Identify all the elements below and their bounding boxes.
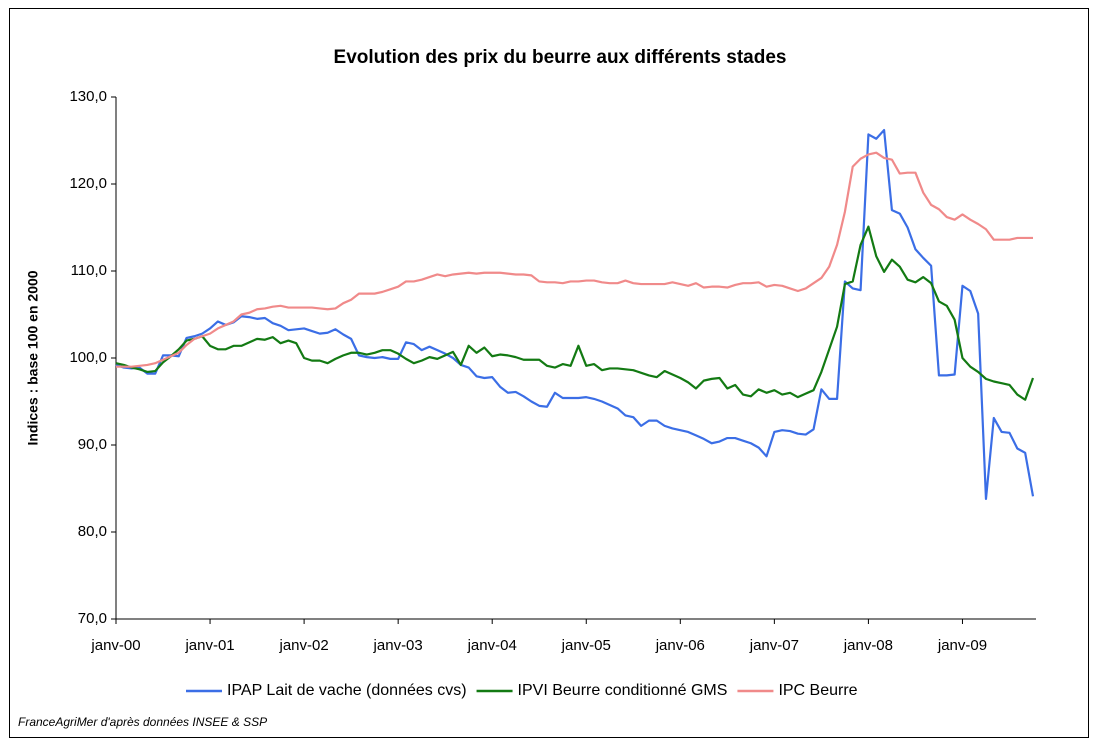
legend-label: IPVI Beurre conditionné GMS — [518, 682, 728, 699]
chart-title: Evolution des prix du beurre aux différe… — [334, 47, 787, 68]
y-tick-label: 120,0 — [69, 175, 107, 192]
series-line — [115, 128, 1035, 501]
y-tick-label: 80,0 — [78, 523, 107, 540]
y-tick-label: 90,0 — [78, 436, 107, 453]
legend-label: IPAP Lait de vache (données cvs) — [227, 682, 467, 699]
source-note: FranceAgriMer d'après données INSEE & SS… — [18, 715, 267, 729]
y-tick-label: 70,0 — [78, 610, 107, 627]
x-tick-label: janv-07 — [749, 637, 799, 654]
legend-label: IPC Beurre — [778, 682, 857, 699]
x-tick-label: janv-01 — [184, 637, 234, 654]
x-tick-label: janv-09 — [937, 637, 987, 654]
y-tick-label: 110,0 — [71, 262, 107, 279]
series-line — [116, 151, 1033, 368]
series-line — [115, 225, 1035, 401]
y-tick-label: 100,0 — [69, 349, 107, 366]
x-tick-label: janv-03 — [373, 637, 423, 654]
x-tick-label: janv-06 — [655, 637, 705, 654]
x-tick-label: janv-04 — [467, 637, 517, 654]
x-tick-label: janv-08 — [843, 637, 893, 654]
y-tick-label: 130,0 — [69, 88, 107, 105]
y-axis-label: Indices : base 100 en 2000 — [25, 270, 41, 445]
x-tick-label: janv-00 — [90, 637, 140, 654]
x-tick-label: janv-02 — [279, 637, 329, 654]
chart-border — [9, 8, 1089, 738]
x-tick-label: janv-05 — [561, 637, 611, 654]
